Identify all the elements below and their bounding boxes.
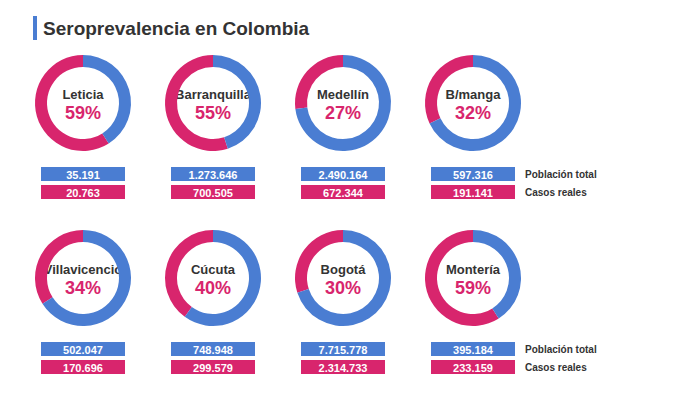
svg-text:34%: 34% — [65, 278, 101, 298]
svg-text:55%: 55% — [195, 103, 231, 123]
svg-text:59%: 59% — [455, 278, 491, 298]
svg-text:299.579: 299.579 — [193, 362, 233, 374]
svg-text:597.316: 597.316 — [453, 169, 493, 181]
svg-text:1.273.646: 1.273.646 — [189, 169, 238, 181]
svg-text:502.047: 502.047 — [63, 344, 103, 356]
svg-text:700.505: 700.505 — [193, 187, 233, 199]
svg-text:Bogotá: Bogotá — [321, 262, 367, 277]
svg-text:Población total: Población total — [525, 344, 597, 355]
svg-text:2.490.164: 2.490.164 — [319, 169, 369, 181]
svg-text:Casos reales: Casos reales — [525, 187, 587, 198]
svg-text:32%: 32% — [455, 103, 491, 123]
svg-text:672.344: 672.344 — [323, 187, 364, 199]
svg-text:20.763: 20.763 — [66, 187, 100, 199]
svg-text:Barranquilla: Barranquilla — [175, 87, 252, 102]
svg-text:748.948: 748.948 — [193, 344, 233, 356]
svg-text:191.141: 191.141 — [453, 187, 493, 199]
svg-text:Población total: Población total — [525, 169, 597, 180]
svg-text:59%: 59% — [65, 103, 101, 123]
svg-text:170.696: 170.696 — [63, 362, 103, 374]
svg-text:233.159: 233.159 — [453, 362, 493, 374]
svg-text:Casos reales: Casos reales — [525, 362, 587, 373]
svg-text:Villavicencio: Villavicencio — [44, 262, 123, 277]
svg-text:Montería: Montería — [446, 262, 501, 277]
svg-text:35.191: 35.191 — [66, 169, 100, 181]
svg-text:395.184: 395.184 — [453, 344, 494, 356]
svg-text:2.314.733: 2.314.733 — [319, 362, 368, 374]
svg-text:Medellín: Medellín — [317, 87, 369, 102]
svg-text:40%: 40% — [195, 278, 231, 298]
svg-text:27%: 27% — [325, 103, 361, 123]
svg-text:7.715.778: 7.715.778 — [319, 344, 368, 356]
svg-text:Seroprevalencia en Colombia: Seroprevalencia en Colombia — [43, 18, 310, 39]
svg-text:Leticia: Leticia — [62, 87, 104, 102]
svg-text:B/manga: B/manga — [446, 87, 502, 102]
svg-text:30%: 30% — [325, 278, 361, 298]
svg-text:Cúcuta: Cúcuta — [191, 262, 236, 277]
